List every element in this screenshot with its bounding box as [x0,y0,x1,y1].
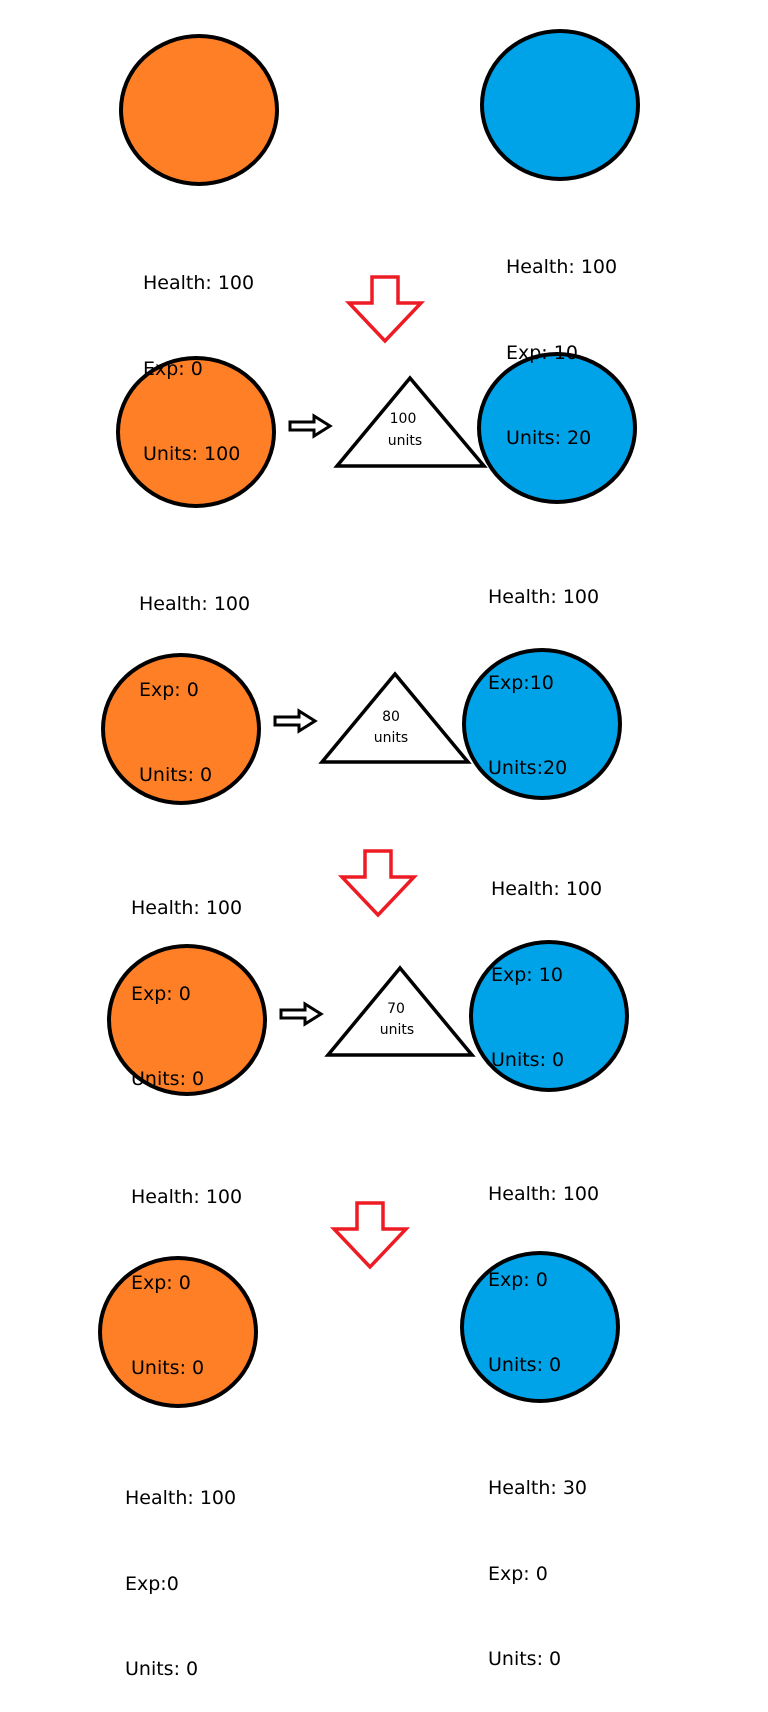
exp-label: Exp: 0 [488,1562,548,1585]
down-arrow-1 [347,275,423,343]
units-label: Units: 0 [131,1357,205,1379]
stage-5 [98,1251,620,1408]
units-label: Units: 0 [488,1648,562,1670]
stage-2: 100 units [116,352,637,508]
units-label: Units: 0 [125,1658,199,1680]
orange-circle [98,1256,258,1408]
units-triangle [324,965,476,1057]
exp-label: Exp:0 [125,1572,179,1595]
triangle-label-count: 100 [390,411,417,427]
units-label: Units: 0 [139,764,213,786]
exp-label: Exp: 10 [506,341,578,364]
health-label: Health: 100 [131,897,243,919]
triangle-label-unit: units [388,433,422,449]
orange-circle [116,356,276,508]
health-label: Health: 100 [491,878,603,900]
health-label: Health: 30 [488,1477,588,1499]
stage-2-right-stats: Health: 100 Exp:10 Units:20 [488,526,599,811]
stage-1 [119,29,640,186]
right-arrow-icon [279,1002,323,1026]
units-label: Units: 20 [506,427,592,449]
diagram-canvas: 100 units 80 units 70 units [98,29,640,1408]
orange-circle [101,653,261,805]
orange-circle [119,34,279,186]
exp-label: Exp:10 [488,671,554,694]
units-label: Units: 0 [131,1068,205,1090]
stage-1-left-stats: Health: 100 Exp: 0 Units: 100 [143,212,254,497]
units-label: Units: 100 [143,443,241,465]
stage-5-left-stats: Health: 100 Exp:0 Units: 0 [125,1427,236,1712]
triangle-label-count: 80 [382,709,400,725]
blue-circle [469,940,629,1092]
exp-label: Exp: 0 [131,1271,191,1294]
down-arrow-2 [340,849,416,917]
orange-circle [107,944,267,1096]
health-label: Health: 100 [131,1186,243,1208]
exp-label: Exp: 10 [491,963,563,986]
health-label: Health: 100 [139,593,251,615]
exp-label: Exp: 0 [139,678,199,701]
blue-circle [477,352,637,504]
blue-circle [460,1251,620,1403]
stage-4-left-stats: Health: 100 Exp: 0 Units: 0 [131,1126,242,1411]
stage-2-left-stats: Health: 100 Exp: 0 Units: 0 [139,533,250,818]
blue-circle [462,648,622,800]
health-label: Health: 100 [125,1487,237,1509]
stage-4-right-stats: Health: 100 Exp: 0 Units: 0 [488,1123,599,1408]
stage-1-right-stats: Health: 100 Exp: 10 Units: 20 [506,196,617,481]
exp-label: Exp: 0 [488,1268,548,1291]
down-arrow-3 [332,1201,408,1269]
blue-circle [480,29,640,181]
health-label: Health: 100 [488,1183,600,1205]
triangle-label-unit: units [374,730,408,746]
units-label: Units: 0 [491,1049,565,1071]
triangle-label-count: 70 [387,1001,405,1017]
units-triangle [333,375,488,468]
health-label: Health: 100 [506,256,618,278]
health-label: Health: 100 [488,586,600,608]
right-arrow-icon [273,709,317,733]
stage-5-right-stats: Health: 30 Exp: 0 Units: 0 [488,1417,587,1702]
units-label: Units: 0 [488,1354,562,1376]
units-triangle [318,671,472,764]
stage-3-left-stats: Health: 100 Exp: 0 Units: 0 [131,837,242,1122]
exp-label: Exp: 0 [143,357,203,380]
stage-3: 80 units [101,648,622,805]
exp-label: Exp: 0 [131,982,191,1005]
units-label: Units:20 [488,757,568,779]
triangle-label-unit: units [380,1022,414,1038]
stage-3-right-stats: Health: 100 Exp: 10 Units: 0 [491,818,602,1103]
stage-4: 70 units [107,940,629,1096]
right-arrow-icon [288,414,332,438]
health-label: Health: 100 [143,272,255,294]
